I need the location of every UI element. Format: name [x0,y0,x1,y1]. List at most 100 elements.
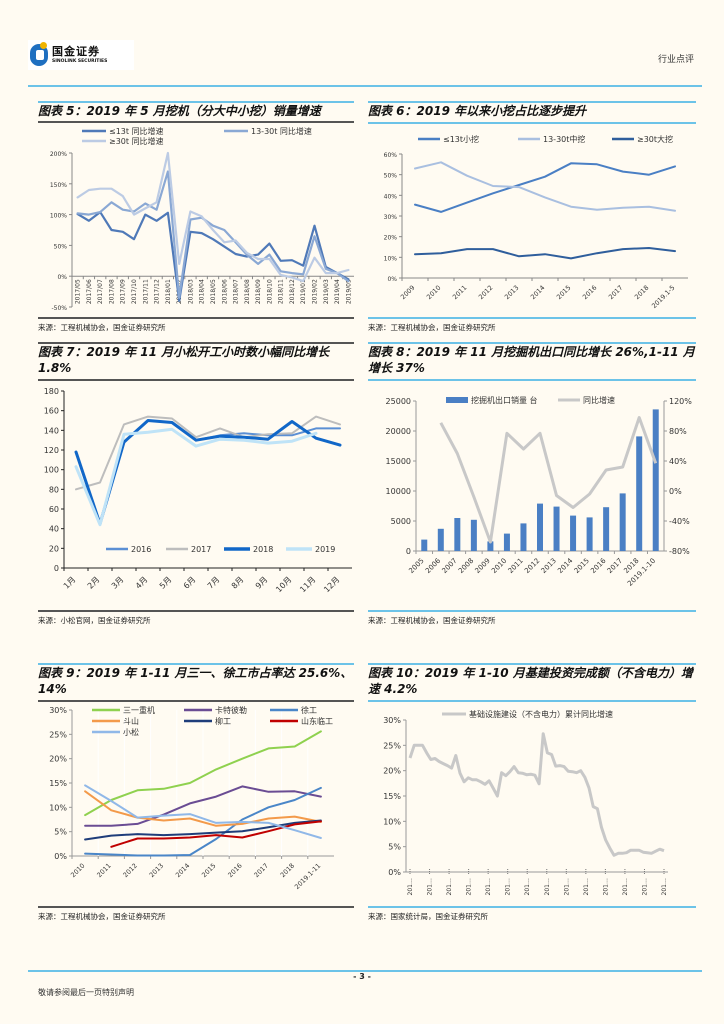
x-tick-label: 201… [622,878,629,895]
y-tick-label: 140 [44,426,59,435]
legend-label: ≥30t 同比增速 [109,136,164,146]
y2-tick-label: -40% [669,517,690,526]
page-header: 国金证券 SINOLINK SECURITIES 行业点评 [28,40,702,70]
x-tick-label: 2015 [200,862,217,879]
legend-label: ≤13t 同比增速 [109,126,164,136]
y-tick-label: 30% [383,716,401,725]
fig6-source: 来源：工程机械协会，国金证券研究所 [368,323,496,332]
x-tick-label: 2018/07 [233,279,240,304]
x-tick-label: 8月 [230,575,246,591]
x-tick-label: 2013 [540,557,558,575]
legend-label: 卡特彼勒 [215,705,247,715]
x-tick-label: 201… [466,878,473,895]
x-tick-label: 201… [407,878,414,895]
fig9-title-block: 图表 9：2019 年 1-11 月三一、徐工市占率达 25.6%、14% [38,665,354,697]
x-tick-label: 2019.1-11 [293,862,322,891]
fig10-chart: 0% 5% 10% 15% 20% 25% 30% 201… 201… 201… 201… 201… 2… [383,709,668,895]
y-tick-label: 15% [383,792,401,801]
fig7-chart: 0 20 40 60 80 100 120 140 160 180 1月 2月 3月 4月 5月 6月 7月 8月… [44,387,352,594]
y-tick-label: 50% [384,173,398,180]
x-tick-label: 201… [544,878,551,895]
legend-label: 小松 [123,727,139,737]
fig8-chart: 0500010000150002000025000200520062007200… [386,395,693,588]
legend-label: 2019 [315,545,335,554]
series-line-2 [84,786,322,857]
x-tick-label: 2017/10 [131,279,138,304]
page-number: - 3 - [353,972,371,981]
x-tick-label: 2019/02 [312,279,319,304]
y-tick-label: 20% [384,235,398,242]
y-tick-label: 100% [50,213,67,220]
x-tick-label: 2017/11 [142,279,149,304]
fig9-title-rule [38,700,354,702]
x-tick-label: 2017/12 [154,279,161,304]
fig7-title-block: 图表 7：2019 年 11 月小松开工小时数小幅同比增长 1.8% [38,344,354,376]
legend-label: 2018 [253,545,273,554]
bar [454,518,461,551]
x-tick-label: 10月 [274,575,293,594]
x-tick-label: 2013 [503,284,520,301]
fig8-title-rule [368,379,696,381]
y-tick-label: 5% [54,828,67,837]
x-tick-label: 2014 [529,284,546,301]
x-tick-label: 2010 [69,862,86,879]
y-tick-label: 15% [49,779,67,788]
y-tick-label: 25% [49,730,67,739]
x-tick-label: 201… [524,878,531,895]
x-tick-label: 2018/04 [199,279,206,304]
x-tick-label: 2008 [457,557,475,575]
y2-tick-label: 120% [669,397,692,406]
y-tick-label: 20000 [386,427,411,436]
bar [537,503,543,551]
x-tick-label: 201… [427,878,434,895]
legend-label: 13-30t中挖 [543,134,585,144]
fig10-title: 图表 10：2019 年 1-10 月基建投资完成额（不含电力）增速 4.2% [368,666,693,696]
footer-rule [28,970,702,972]
x-tick-label: 2018/10 [266,279,273,304]
x-tick-label: 2009 [399,284,416,301]
y-tick-label: 20% [49,755,67,764]
bar [603,507,610,551]
document-type: 行业点评 [657,55,694,65]
fig10-title-rule [368,700,696,702]
y2-tick-label: 0% [669,487,682,496]
x-tick-label: 2015 [555,284,572,301]
x-tick-label: 2016 [581,284,598,301]
y2-tick-label: 40% [669,457,687,466]
y-tick-label: 120 [44,446,59,455]
series-line-0 [408,732,665,857]
fig5-title: 图表 5：2019 年 5 月挖机（分大中小挖）销量增速 [38,104,321,118]
y2-tick-label: -80% [669,547,690,556]
y-tick-label: 0 [406,547,411,556]
x-tick-label: 2月 [86,575,102,591]
x-tick-label: 201… [446,878,453,895]
y-tick-label: 60% [384,152,398,159]
y-tick-label: 5000 [391,517,411,526]
fig7-top-rule [38,342,354,344]
legend-label: 2017 [191,545,211,554]
x-tick-label: 2019/03 [323,279,330,304]
legend-label: 柳工 [215,716,231,726]
fig5-title-rule [38,121,354,123]
x-tick-label: 2019/04 [334,279,341,304]
series-line-1 [84,785,322,827]
y-tick-label: 80 [49,485,59,494]
x-tick-label: 201… [505,878,512,895]
growth-line [439,416,658,544]
y-tick-label: 0% [57,274,67,281]
fig5-bottom-rule [38,317,354,319]
legend-label: ≤13t小挖 [443,134,479,144]
y-tick-label: 50% [54,243,68,250]
bar [636,436,643,551]
bar [503,533,510,551]
x-tick-label: 11月 [298,575,317,594]
x-tick-label: 2010 [490,557,508,575]
fig6-title-rule [368,122,696,124]
logo-icon [30,42,48,66]
bar [570,515,577,551]
x-tick-label: 2018/03 [187,279,194,304]
bar [586,517,593,551]
fig8-top-rule [368,342,696,344]
x-tick-label: 7月 [206,575,222,591]
fig9-title: 图表 9：2019 年 1-11 月三一、徐工市占率达 25.6%、14% [38,666,353,696]
